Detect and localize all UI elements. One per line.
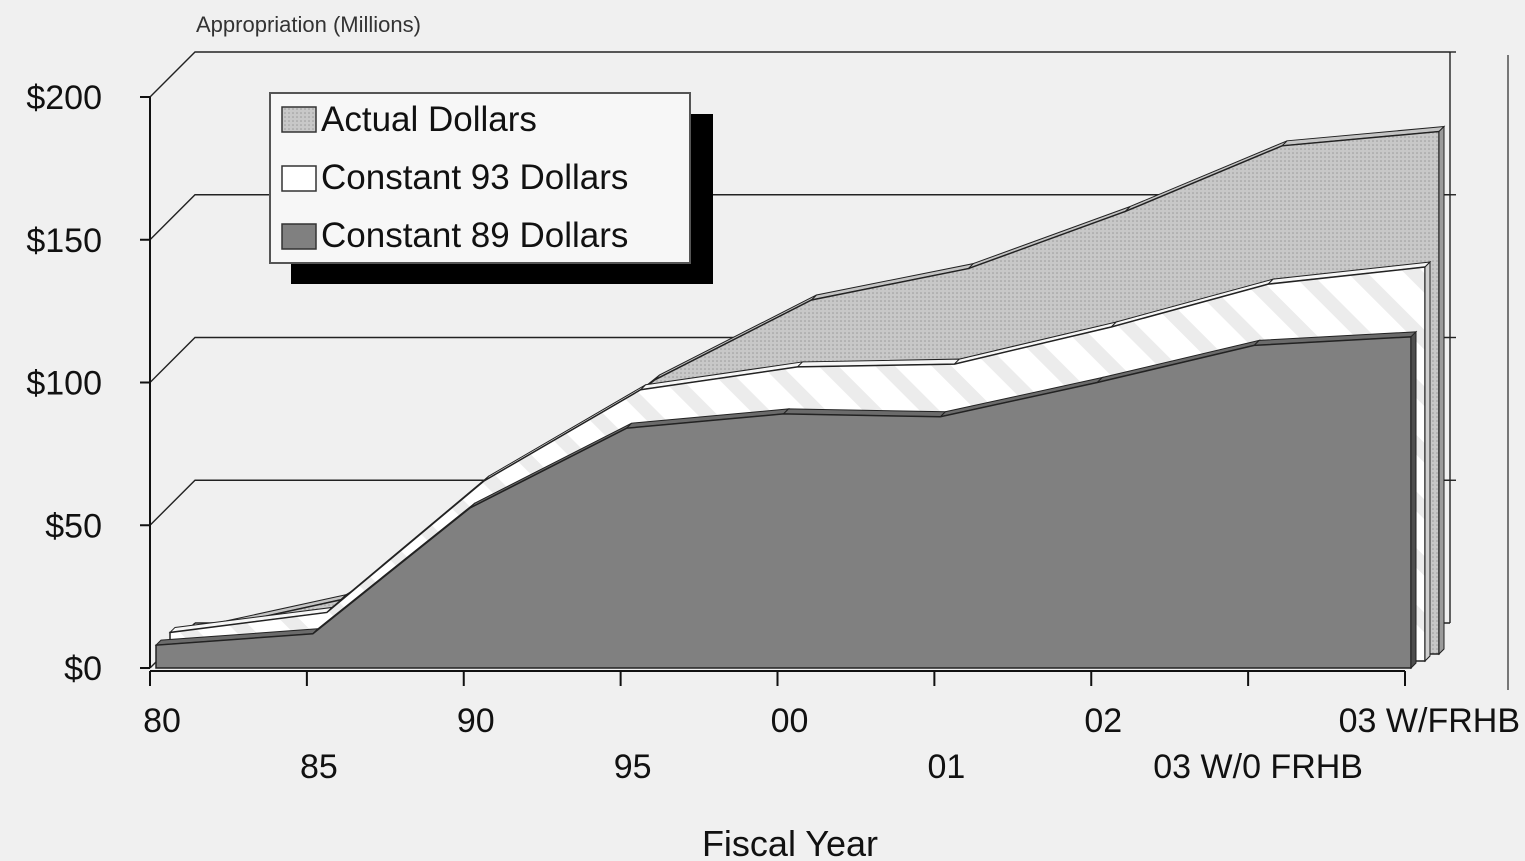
x-tick-label-6: 02 xyxy=(1084,702,1122,740)
axes-layer xyxy=(140,96,1406,686)
y-tick-label-4: $200 xyxy=(26,79,102,117)
series-layer xyxy=(154,125,1446,670)
legend-swatch-actual xyxy=(281,106,317,133)
legend-swatch-constant-89 xyxy=(281,223,317,250)
y-tick-label-1: $50 xyxy=(45,507,102,545)
y-tick-label-0: $0 xyxy=(64,650,102,688)
series-2 xyxy=(154,330,1418,670)
x-tick-label-3: 95 xyxy=(614,748,652,786)
legend-label-actual: Actual Dollars xyxy=(321,100,537,139)
x-tick-label-1: 85 xyxy=(300,748,338,786)
y-tick-label-2: $100 xyxy=(26,365,102,403)
gridline-4 xyxy=(149,51,1450,98)
series-0-side xyxy=(1438,125,1445,656)
series-2-side xyxy=(1410,330,1417,670)
y-axis-label: Appropriation (Millions) xyxy=(196,12,421,37)
x-tick-label-5: 01 xyxy=(927,748,965,786)
gridline-3 xyxy=(149,194,1450,241)
legend-label-constant-93: Constant 93 Dollars xyxy=(321,158,628,197)
y-tick-label-3: $150 xyxy=(26,222,102,260)
series-1-side xyxy=(1424,260,1431,663)
legend-box xyxy=(269,92,691,264)
x-tick-label-2: 90 xyxy=(457,702,495,740)
x-tick-label-7: 03 W/0 FRHB xyxy=(1153,748,1363,786)
labels-layer: $0 $50 $100 $150 $200 80 85 90 95 00 01 02 03 W/0 FR… xyxy=(26,79,1520,786)
x-tick-label-0: 80 xyxy=(143,702,181,740)
legend-swatch-constant-93 xyxy=(281,165,317,192)
legend-label-constant-89: Constant 89 Dollars xyxy=(321,216,628,255)
x-tick-label-4: 00 xyxy=(771,702,809,740)
x-axis-label: Fiscal Year xyxy=(702,823,878,861)
legend: Actual Dollars Constant 93 Dollars Const… xyxy=(269,92,713,284)
x-tick-label-8: 03 W/FRHB xyxy=(1339,702,1520,740)
